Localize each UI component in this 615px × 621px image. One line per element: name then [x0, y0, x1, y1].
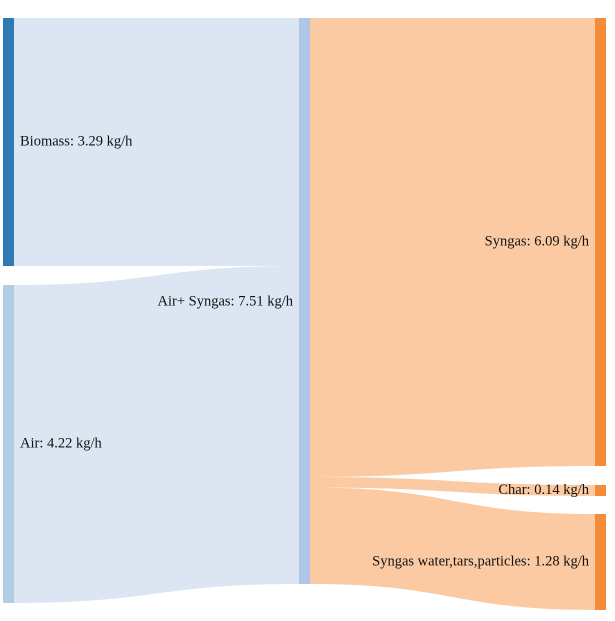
node-biomass [3, 18, 14, 266]
links-layer [14, 18, 595, 610]
nodes-layer [3, 18, 606, 610]
link-air_syngas-char [310, 476, 595, 496]
link-biomass-air_syngas [14, 18, 299, 266]
link-air-air_syngas [14, 265, 299, 603]
label-air: Air: 4.22 kg/h [20, 435, 103, 451]
node-air [3, 285, 14, 603]
link-air_syngas-syngas [310, 18, 595, 477]
labels-layer: Biomass: 3.29 kg/h Air: 4.22 kg/h Air+ Syn… [20, 133, 590, 569]
label-syngas_water: Syngas water,tars,particles: 1.28 kg/h [372, 553, 590, 569]
node-air_syngas [299, 18, 310, 584]
label-biomass: Biomass: 3.29 kg/h [20, 133, 133, 149]
node-syngas_water [595, 514, 606, 610]
label-air_syngas: Air+ Syngas: 7.51 kg/h [158, 293, 294, 309]
label-syngas: Syngas: 6.09 kg/h [485, 233, 590, 249]
link-air_syngas-syngas_water [310, 487, 595, 610]
label-char: Char: 0.14 kg/h [498, 482, 589, 498]
node-char [595, 485, 606, 496]
node-syngas [595, 18, 606, 466]
